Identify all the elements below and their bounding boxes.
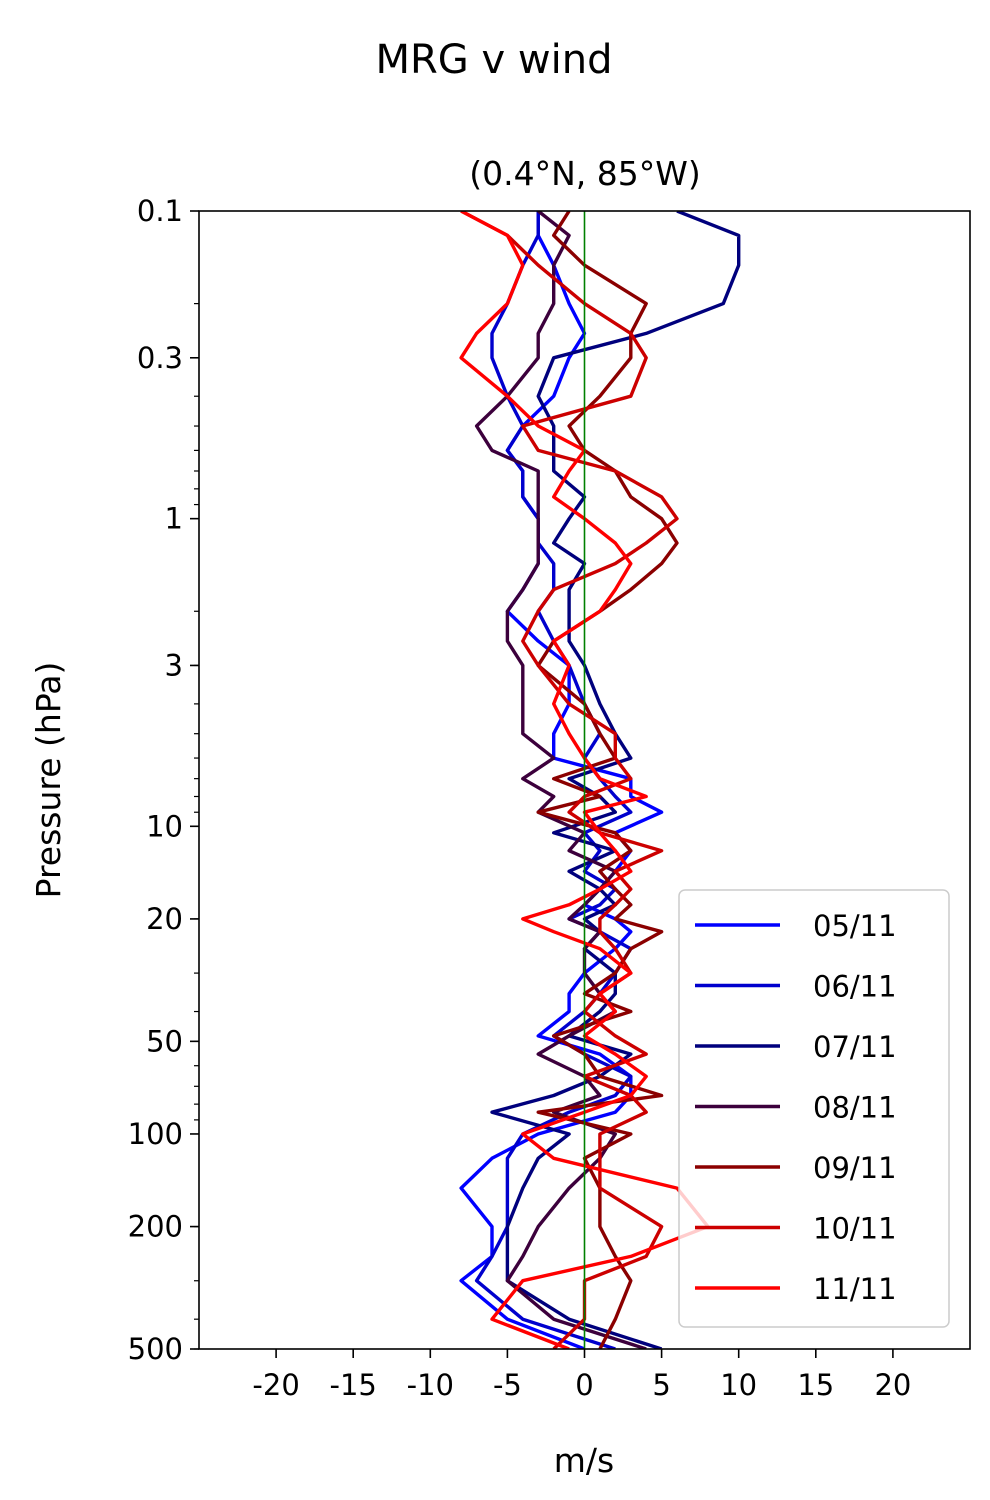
legend-label: 09/11 (813, 1151, 897, 1185)
y-tick-label: 3 (165, 648, 183, 682)
legend-label: 05/11 (813, 909, 897, 943)
x-tick-label: -5 (493, 1368, 522, 1402)
x-tick-label: 0 (575, 1368, 593, 1402)
y-tick-label: 500 (128, 1332, 183, 1366)
legend-label: 07/11 (813, 1030, 897, 1064)
legend-label: 10/11 (813, 1212, 897, 1246)
x-tick-label: 5 (652, 1368, 670, 1402)
legend-label: 11/11 (813, 1272, 897, 1306)
y-tick-label: 200 (128, 1210, 183, 1244)
x-axis: -20 -15 -10 -5 0 5 10 15 20 (252, 1349, 911, 1402)
y-tick-label: 0.1 (137, 194, 183, 228)
x-tick-label: -20 (252, 1368, 299, 1402)
y-tick-label: 100 (128, 1117, 183, 1151)
y-tick-label: 50 (146, 1024, 183, 1058)
series-line-5 (536, 211, 679, 1349)
x-tick-label: -10 (407, 1368, 454, 1402)
y-tick-label: 1 (165, 502, 183, 536)
series-line-4 (474, 211, 647, 1349)
series-line-7 (459, 211, 710, 1349)
legend-box (678, 889, 950, 1328)
legend-label: 08/11 (813, 1091, 897, 1125)
chart-title: (0.4°N, 85°W) (469, 154, 701, 193)
y-tick-label: 10 (146, 809, 183, 843)
x-tick-label: 15 (797, 1368, 834, 1402)
y-axis: 0.1 0.3 1 3 10 20 50 100 200 500 (128, 194, 199, 1366)
x-tick-label: 20 (874, 1368, 911, 1402)
x-tick-label: -15 (330, 1368, 377, 1402)
legend-label: 06/11 (813, 970, 897, 1004)
y-tick-label: 20 (146, 902, 183, 936)
x-axis-label: m/s (554, 1441, 614, 1480)
legend: 05/11 06/11 07/11 08/11 09/11 10/11 11/11 (678, 889, 950, 1328)
chart-suptitle: MRG v wind (376, 37, 613, 83)
x-tick-label: 10 (720, 1368, 757, 1402)
y-tick-label: 0.3 (137, 341, 183, 375)
y-axis-label: Pressure (hPa) (29, 662, 68, 899)
